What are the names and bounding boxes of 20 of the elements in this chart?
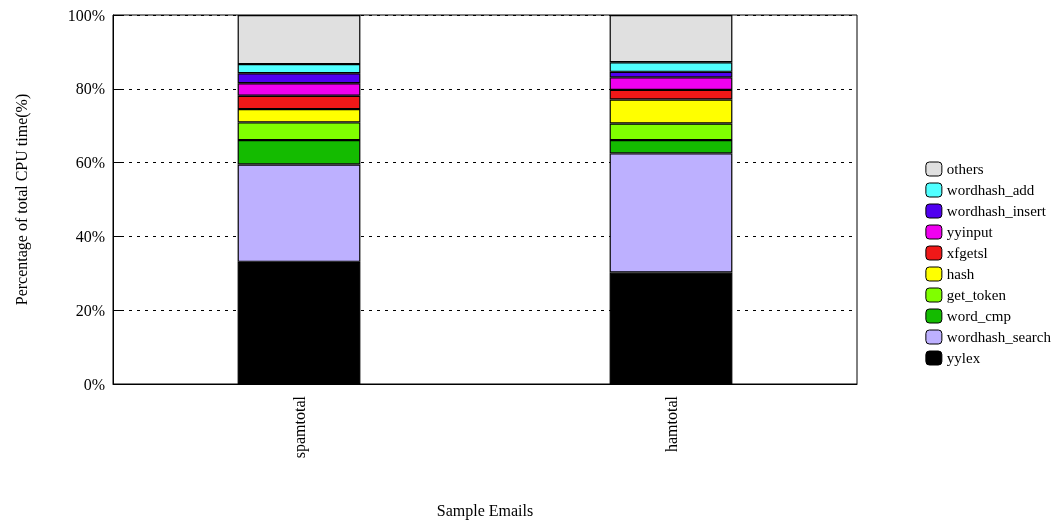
y-tick-label: 20% xyxy=(75,301,105,319)
y-axis-title: Percentage of total CPU time(%) xyxy=(12,93,31,306)
legend-label: others xyxy=(946,161,984,177)
y-tick-label: 40% xyxy=(75,227,105,245)
legend-label: hash xyxy=(946,266,975,282)
legend-label: wordhash_add xyxy=(946,182,1035,198)
legend-label: get_token xyxy=(946,287,1007,303)
y-tick-label: 100% xyxy=(67,6,105,24)
x-tick-label: hamtotal xyxy=(662,395,680,452)
legend-label: wordhash_search xyxy=(946,329,1052,345)
legend-label: word_cmp xyxy=(946,308,1012,324)
x-axis-title: Sample Emails xyxy=(436,501,534,520)
y-tick-label: 0% xyxy=(83,375,105,393)
legend-label: xfgetsl xyxy=(946,245,988,261)
y-tick-label: 80% xyxy=(75,80,105,98)
legend-label: wordhash_insert xyxy=(946,203,1047,219)
legend-label: yyinput xyxy=(946,224,994,240)
x-tick-label: spamtotal xyxy=(290,395,309,459)
legend-label: yylex xyxy=(946,350,981,366)
y-tick-label: 60% xyxy=(75,154,105,172)
